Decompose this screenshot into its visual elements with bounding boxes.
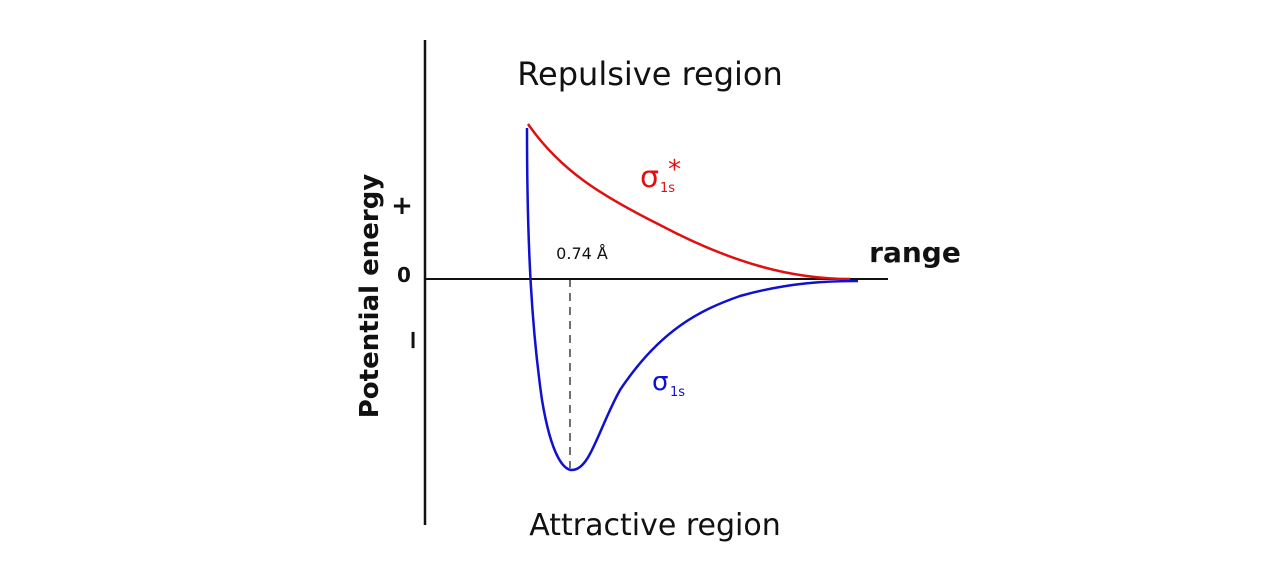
antibonding-curve bbox=[526, 123, 851, 281]
bonding-subscript: 1s bbox=[670, 385, 685, 400]
bonding-curve bbox=[525, 127, 859, 472]
minus-label: − bbox=[398, 329, 428, 351]
antibonding-subscript: 1s bbox=[660, 181, 675, 196]
plus-label: + bbox=[391, 191, 413, 221]
x-axis-label: range bbox=[869, 236, 961, 269]
y-axis-label: Potential energy bbox=[355, 174, 385, 419]
bonding-label: σ bbox=[652, 367, 668, 397]
equilibrium-label: 0.74 Å bbox=[556, 244, 608, 263]
bottom-label: Attractive region bbox=[529, 508, 780, 543]
antibonding-superscript: * bbox=[668, 155, 681, 185]
zero-label: 0 bbox=[397, 263, 411, 287]
title: Repulsive region bbox=[517, 55, 783, 93]
antibonding-label: σ bbox=[640, 160, 659, 195]
